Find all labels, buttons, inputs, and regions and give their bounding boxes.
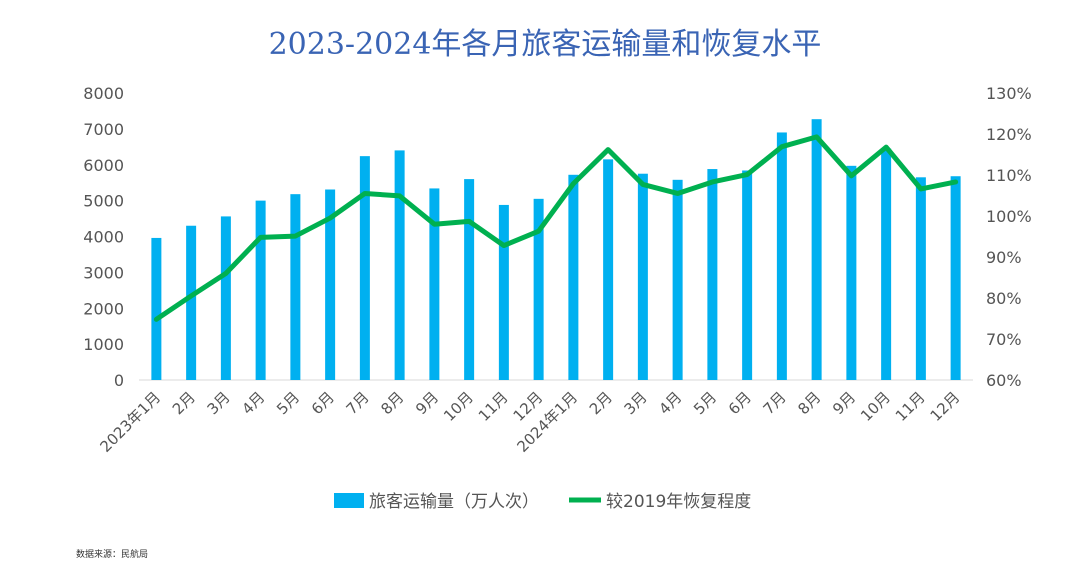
bar [637, 173, 648, 380]
x-tick-label: 6月 [308, 388, 338, 418]
x-tick-label: 9月 [412, 388, 442, 418]
left-y-tick-label: 6000 [83, 156, 124, 175]
bar-series [151, 119, 961, 380]
right-y-tick-label: 90% [986, 248, 1022, 267]
source-note: 数据来源：民航局 [76, 548, 148, 560]
x-tick-label: 10月 [857, 388, 894, 425]
x-tick-label: 9月 [829, 388, 859, 418]
bar [290, 194, 301, 380]
right-y-tick-label: 130% [986, 84, 1032, 103]
bar [568, 174, 579, 380]
left-y-tick-label: 7000 [83, 120, 124, 139]
left-y-tick-label: 5000 [83, 192, 124, 211]
legend-label-bar: 旅客运输量（万人次） [369, 492, 539, 512]
x-tick-label: 2月 [586, 388, 616, 418]
x-tick-label: 3月 [621, 388, 651, 418]
right-y-tick-label: 80% [986, 289, 1022, 308]
legend-swatch-bar [334, 493, 364, 508]
right-y-axis: 60% 70% 80% 90% 100% 110% 120% 130% [986, 84, 1032, 390]
chart-title: 2023-2024年各月旅客运输量和恢复水平 [269, 27, 822, 62]
bar [846, 165, 857, 380]
legend-label-line: 较2019年恢复程度 [606, 492, 751, 512]
x-tick-label: 5月 [690, 388, 720, 418]
bar [498, 204, 509, 380]
bar [325, 189, 336, 380]
left-y-axis: 0 1000 2000 3000 4000 5000 6000 7000 8000 [83, 84, 124, 390]
x-tick-label: 8月 [377, 388, 407, 418]
x-tick-label: 12月 [927, 388, 964, 425]
bar [742, 170, 753, 380]
x-tick-label: 4月 [238, 388, 268, 418]
left-y-tick-label: 2000 [83, 299, 124, 318]
right-y-tick-label: 120% [986, 125, 1032, 144]
bar [950, 176, 961, 380]
x-tick-label: 8月 [794, 388, 824, 418]
series-line [153, 134, 959, 322]
x-tick-label: 7月 [760, 388, 790, 418]
right-y-tick-label: 60% [986, 371, 1022, 390]
bar [464, 179, 475, 380]
bar [359, 156, 370, 380]
left-y-tick-label: 4000 [83, 228, 124, 247]
bar [186, 225, 197, 380]
bar [151, 237, 162, 380]
bar [603, 159, 614, 380]
x-tick-label: 7月 [343, 388, 373, 418]
right-y-tick-label: 110% [986, 166, 1032, 185]
bar [707, 169, 718, 380]
bar [220, 216, 231, 380]
bar [915, 177, 926, 380]
x-tick-label: 2月 [169, 388, 199, 418]
x-tick-label: 11月 [475, 388, 512, 425]
bar [881, 148, 892, 380]
left-y-tick-label: 8000 [83, 84, 124, 103]
left-y-tick-label: 3000 [83, 263, 124, 282]
x-tick-label: 4月 [655, 388, 685, 418]
x-tick-label: 6月 [725, 388, 755, 418]
bar [394, 150, 405, 380]
left-y-tick-label: 0 [114, 371, 124, 390]
right-y-tick-label: 70% [986, 330, 1022, 349]
right-y-tick-label: 100% [986, 207, 1032, 226]
bar [255, 200, 266, 380]
x-tick-label: 10月 [440, 388, 477, 425]
bar [429, 188, 440, 380]
bar [811, 119, 822, 380]
bar [776, 132, 787, 380]
legend: 旅客运输量（万人次） 较2019年恢复程度 [334, 492, 751, 512]
left-y-tick-label: 1000 [83, 335, 124, 354]
line-series [153, 134, 959, 322]
x-tick-label: 2023年1月 [97, 388, 165, 456]
x-tick-label: 5月 [273, 388, 303, 418]
x-tick-label: 11月 [892, 388, 929, 425]
bar [672, 179, 683, 380]
x-tick-label: 3月 [204, 388, 234, 418]
bar [533, 198, 544, 380]
